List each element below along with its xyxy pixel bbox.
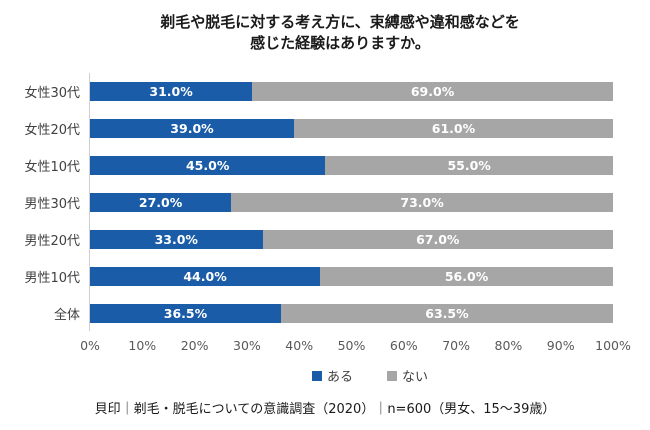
bar-segment-nai: 67.0% bbox=[262, 230, 613, 249]
category-label: 女性10代 bbox=[24, 160, 80, 175]
legend-label-nai: ない bbox=[402, 370, 429, 385]
chart-title-line1: 剃毛や脱毛に対する考え方に、束縛感や違和感などを bbox=[160, 13, 520, 31]
chart-row: 男性30代 27.0% 73.0% bbox=[0, 193, 613, 212]
bar-segment-aru: 44.0% bbox=[90, 267, 321, 286]
legend-swatch-nai bbox=[387, 370, 398, 381]
category-label: 女性20代 bbox=[24, 123, 80, 138]
bar-track: 44.0% 56.0% bbox=[90, 267, 613, 286]
source-footer: 貝印｜剃毛・脱毛についての意識調査（2020）｜n=600（男女、15～39歳） bbox=[94, 402, 556, 417]
bar-track: 33.0% 67.0% bbox=[90, 230, 613, 249]
bar-track: 45.0% 55.0% bbox=[90, 156, 613, 175]
bar-segment-aru: 27.0% bbox=[90, 193, 232, 212]
bar-track: 36.5% 63.5% bbox=[90, 304, 613, 323]
x-axis-tick-label: 100% bbox=[595, 338, 631, 353]
bar-track: 39.0% 61.0% bbox=[90, 119, 613, 138]
y-axis-line bbox=[89, 73, 90, 331]
x-axis-tick-label: 0% bbox=[80, 338, 100, 353]
x-axis-tick-label: 50% bbox=[337, 338, 366, 353]
bar-segment-aru: 36.5% bbox=[90, 304, 281, 323]
legend-swatch-aru bbox=[312, 370, 322, 381]
x-axis-tick-label: 80% bbox=[494, 338, 523, 353]
bar-segment-aru: 39.0% bbox=[90, 119, 294, 138]
bar-track: 27.0% 73.0% bbox=[90, 193, 613, 212]
category-label: 全体 bbox=[53, 308, 80, 323]
bar-segment-aru: 33.0% bbox=[90, 230, 263, 249]
bar-segment-nai: 56.0% bbox=[320, 267, 613, 286]
chart-row: 女性10代 45.0% 55.0% bbox=[0, 156, 613, 175]
x-axis-tick-label: 20% bbox=[180, 338, 209, 353]
bar-segment-nai: 61.0% bbox=[293, 119, 613, 138]
bar-segment-nai: 69.0% bbox=[252, 82, 613, 101]
bar-segment-nai: 63.5% bbox=[280, 304, 613, 323]
category-label: 男性10代 bbox=[24, 271, 80, 286]
x-axis-tick-label: 30% bbox=[232, 338, 261, 353]
category-label: 女性30代 bbox=[24, 86, 80, 101]
category-label: 男性30代 bbox=[24, 197, 80, 212]
chart-title: 剃毛や脱毛に対する考え方に、束縛感や違和感などを 感じた経験はありますか。 bbox=[40, 12, 640, 54]
bar-segment-aru: 45.0% bbox=[90, 156, 326, 175]
x-axis-tick-label: 10% bbox=[128, 338, 157, 353]
legend-item-aru: ある bbox=[312, 366, 353, 385]
chart-title-line2: 感じた経験はありますか。 bbox=[250, 34, 430, 52]
bar-segment-nai: 73.0% bbox=[231, 193, 613, 212]
legend: ある ない bbox=[312, 366, 428, 385]
x-axis-tick-label: 90% bbox=[546, 338, 575, 353]
bar-segment-aru: 31.0% bbox=[90, 82, 253, 101]
x-axis-tick-label: 60% bbox=[389, 338, 418, 353]
x-axis-tick-label: 40% bbox=[285, 338, 314, 353]
chart-row: 女性20代 39.0% 61.0% bbox=[0, 119, 613, 138]
bar-track: 31.0% 69.0% bbox=[90, 82, 613, 101]
x-axis-tick-label: 70% bbox=[442, 338, 470, 353]
chart-row: 男性10代 44.0% 56.0% bbox=[0, 267, 613, 286]
chart-row: 全体 36.5% 63.5% bbox=[0, 304, 613, 323]
chart-rows: 女性30代 31.0% 69.0% 女性20代 39.0% 61.0% 女性10代 45.0%… bbox=[0, 82, 613, 341]
chart-row: 女性30代 31.0% 69.0% bbox=[0, 82, 613, 101]
category-label: 男性20代 bbox=[24, 234, 80, 249]
legend-item-nai: ない bbox=[387, 366, 428, 385]
legend-label-aru: ある bbox=[327, 370, 354, 385]
bar-segment-nai: 55.0% bbox=[325, 156, 613, 175]
chart-row: 男性20代 33.0% 67.0% bbox=[0, 230, 613, 249]
x-axis-ticks: 0% 10% 20% 30% 40% 50% 60% 70% 80% 90% 100% bbox=[80, 338, 631, 354]
